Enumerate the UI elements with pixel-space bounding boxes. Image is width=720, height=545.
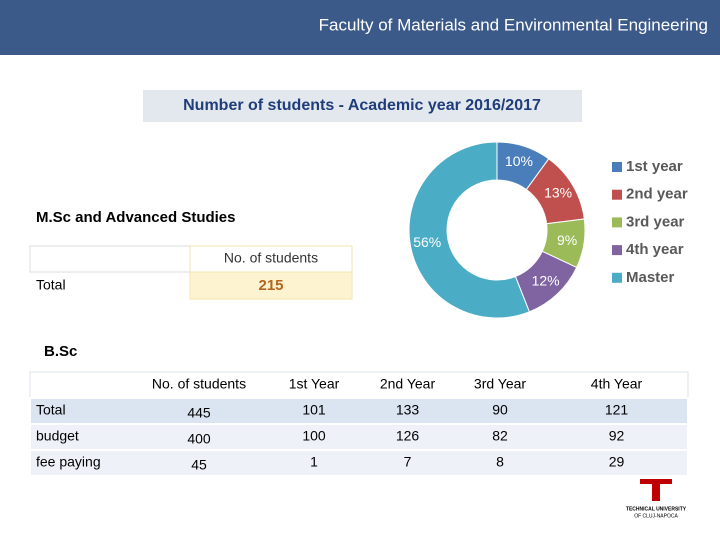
row-label: budget xyxy=(36,428,79,444)
msc-value: 215 xyxy=(258,277,283,294)
legend-label: 2nd year xyxy=(626,186,688,203)
column-header: 2nd Year xyxy=(380,376,436,392)
column-header: 4th Year xyxy=(591,376,643,392)
legend-swatch xyxy=(612,162,622,172)
msc-value-cell xyxy=(189,271,353,300)
legend-label: Master xyxy=(626,269,675,286)
logo: TECHNICAL UNIVERSITY OF CLUJ-NAPOCA xyxy=(626,479,687,519)
table-row xyxy=(29,449,689,477)
header-bar xyxy=(0,0,720,55)
column-header: 1st Year xyxy=(289,376,340,392)
msc-row-label: Total xyxy=(36,277,66,293)
data-label: 10% xyxy=(505,153,533,169)
legend-swatch xyxy=(612,272,622,283)
table-cell: 8 xyxy=(496,454,504,470)
msc-title: M.Sc and Advanced Studies xyxy=(36,209,236,226)
table-row xyxy=(29,397,689,425)
logo-line2: OF CLUJ-NAPOCA xyxy=(634,513,678,519)
table-cell: 101 xyxy=(302,402,326,418)
table-cell: 126 xyxy=(396,428,420,444)
msc-column: No. of students xyxy=(224,250,318,266)
logo-line1: TECHNICAL UNIVERSITY xyxy=(626,506,687,512)
table-cell: 400 xyxy=(187,431,211,447)
table-cell: 445 xyxy=(187,405,211,421)
donut-slice xyxy=(408,141,531,319)
table-cell: 82 xyxy=(492,428,508,444)
legend-swatch xyxy=(612,189,622,200)
row-label: fee paying xyxy=(36,454,101,470)
table-cell: 92 xyxy=(609,428,625,444)
legend-label: 3rd year xyxy=(626,213,685,230)
table-row xyxy=(29,423,689,451)
legend-label: 4th year xyxy=(626,241,684,258)
column-header: 3rd Year xyxy=(474,376,526,392)
table-cell: 7 xyxy=(404,454,412,470)
data-label: 12% xyxy=(532,272,560,288)
column-header: No. of students xyxy=(152,376,246,392)
data-label: 56% xyxy=(413,234,441,250)
table-cell: 121 xyxy=(605,402,629,418)
table-cell: 90 xyxy=(492,402,508,418)
header-title: Faculty of Materials and Environmental E… xyxy=(319,15,708,34)
data-label: 13% xyxy=(544,185,572,201)
logo-mark xyxy=(640,479,672,484)
row-label: Total xyxy=(36,402,66,418)
table-header-row xyxy=(29,371,689,399)
legend-swatch xyxy=(612,245,622,256)
table-cell: 45 xyxy=(191,457,207,473)
legend-swatch xyxy=(612,217,622,228)
heading-box xyxy=(143,90,582,122)
table-cell: 29 xyxy=(609,454,625,470)
table-cell: 1 xyxy=(310,454,318,470)
bsc-title: B.Sc xyxy=(44,343,77,360)
logo-mark xyxy=(652,483,660,501)
heading: Number of students - Academic year 2016/… xyxy=(183,97,541,114)
table-cell: 133 xyxy=(396,402,420,418)
legend-label: 1st year xyxy=(626,158,683,175)
table-cell: 100 xyxy=(302,428,326,444)
data-label: 9% xyxy=(557,232,577,248)
